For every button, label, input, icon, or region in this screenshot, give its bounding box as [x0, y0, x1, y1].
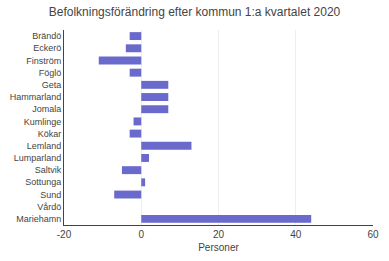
svg-text:Befolkningsförändring efter ko: Befolkningsförändring efter kommun 1:a k… — [49, 5, 341, 19]
svg-text:Saltvik: Saltvik — [35, 165, 62, 175]
svg-text:Mariehamn: Mariehamn — [16, 214, 61, 224]
svg-text:Föglö: Föglö — [39, 68, 62, 78]
svg-text:Geta: Geta — [42, 80, 62, 90]
svg-text:Eckerö: Eckerö — [33, 43, 61, 53]
svg-text:60: 60 — [367, 229, 379, 240]
svg-text:Vårdö: Vårdö — [37, 202, 61, 212]
svg-text:Sund: Sund — [40, 190, 61, 200]
svg-text:0: 0 — [138, 229, 144, 240]
svg-text:Kökar: Kökar — [38, 129, 62, 139]
svg-text:40: 40 — [290, 229, 302, 240]
svg-text:Finström: Finström — [26, 56, 61, 66]
svg-text:Kumlinge: Kumlinge — [24, 117, 62, 127]
svg-text:Sottunga: Sottunga — [25, 177, 61, 187]
svg-text:20: 20 — [213, 229, 225, 240]
svg-text:Personer: Personer — [198, 242, 239, 253]
svg-text:-20: -20 — [57, 229, 72, 240]
svg-text:Brändö: Brändö — [32, 31, 61, 41]
svg-text:Jomala: Jomala — [32, 104, 61, 114]
svg-text:Hammarland: Hammarland — [10, 92, 62, 102]
svg-text:Lumparland: Lumparland — [14, 153, 62, 163]
svg-text:Lemland: Lemland — [27, 141, 62, 151]
